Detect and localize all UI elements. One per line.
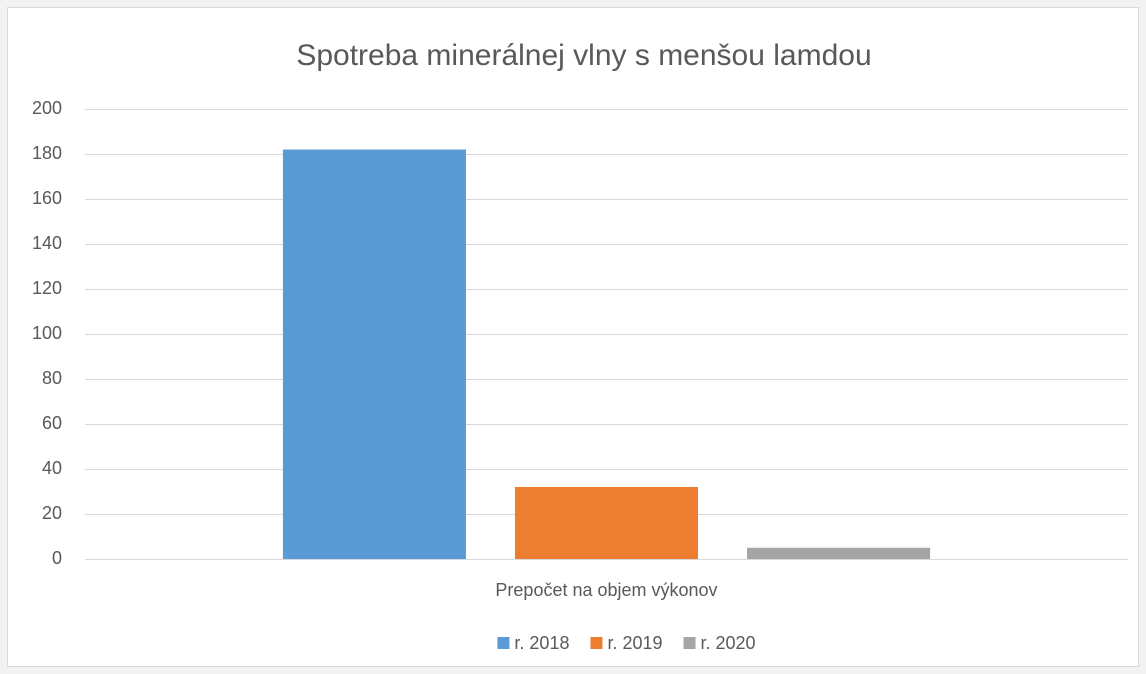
bar <box>282 149 466 559</box>
y-tick-label: 40 <box>42 458 62 478</box>
y-tick-label: 0 <box>52 548 62 568</box>
chart-area <box>7 7 1139 667</box>
legend-label: r. 2018 <box>514 633 569 653</box>
chart-title: Spotreba minerálnej vlny s menšou lamdou <box>296 39 871 72</box>
y-tick-label: 60 <box>42 413 62 433</box>
legend-swatch <box>683 637 696 649</box>
y-tick-label: 200 <box>32 98 62 118</box>
y-tick-label: 140 <box>32 233 62 253</box>
legend-swatch <box>590 637 603 649</box>
bar <box>747 547 931 559</box>
bar <box>514 487 699 559</box>
y-tick-label: 120 <box>32 278 62 298</box>
y-tick-label: 80 <box>42 368 62 388</box>
legend-swatch <box>497 637 510 649</box>
x-tick-label: Prepočet na objem výkonov <box>495 580 717 600</box>
y-tick-label: 20 <box>42 503 62 523</box>
legend-label: r. 2019 <box>607 633 662 653</box>
y-tick-label: 180 <box>32 143 62 163</box>
y-tick-label: 100 <box>32 323 62 343</box>
legend-label: r. 2020 <box>701 633 756 653</box>
y-tick-label: 160 <box>32 188 62 208</box>
